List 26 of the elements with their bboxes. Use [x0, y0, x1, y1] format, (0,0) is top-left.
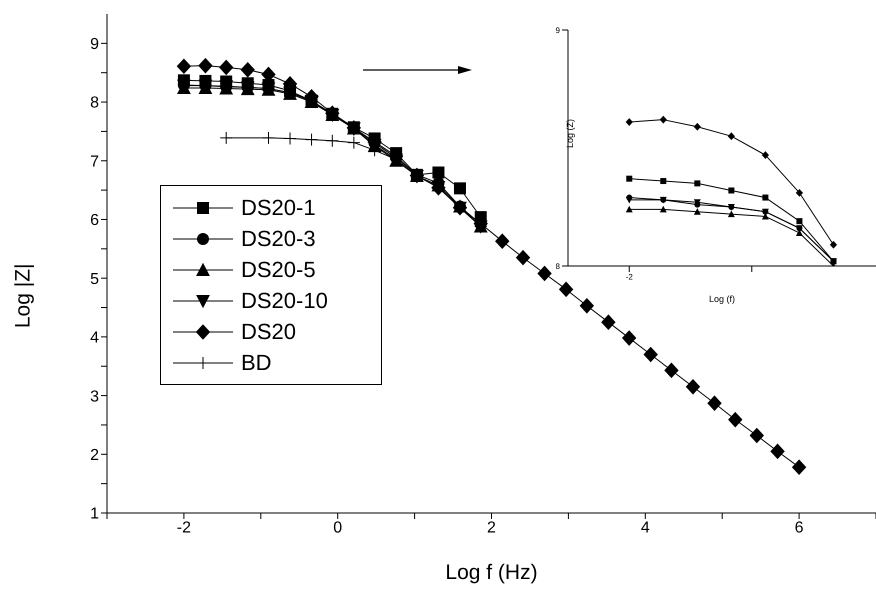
y-tick-label: 6	[90, 212, 100, 230]
x-tick-label: 6	[794, 519, 804, 536]
x-tick-label: 2	[487, 519, 496, 536]
legend-label: DS20-5	[241, 256, 316, 282]
y-tick-label: 9	[90, 36, 100, 54]
x-tick-label: 4	[640, 519, 650, 536]
y-tick-label: 2	[90, 446, 100, 464]
y-tick-label: 8	[90, 94, 100, 112]
x-tick-label: 0	[333, 519, 342, 536]
y-tick-label: 4	[90, 330, 100, 347]
legend-label: BD	[241, 350, 272, 376]
y-axis-title: Log |Z|	[11, 264, 34, 328]
y-tick-label: 1	[90, 506, 100, 523]
legend-label: DS20-10	[241, 288, 328, 314]
legend-label: DS20	[241, 318, 296, 344]
y-tick-label: 9	[556, 26, 561, 35]
y-tick-label: 5	[90, 270, 100, 288]
legend-label: DS20-3	[241, 226, 316, 252]
y-tick-label: 3	[90, 388, 100, 406]
x-tick-label: -2	[176, 519, 192, 536]
legend-label: DS20-1	[241, 194, 316, 220]
y-tick-label: 8	[556, 262, 561, 271]
y-tick-label: 7	[90, 153, 100, 170]
x-tick-label: -2	[626, 272, 634, 282]
x-axis-title: Log f (Hz)	[445, 561, 538, 584]
x-axis-title: Log (f)	[708, 294, 736, 304]
